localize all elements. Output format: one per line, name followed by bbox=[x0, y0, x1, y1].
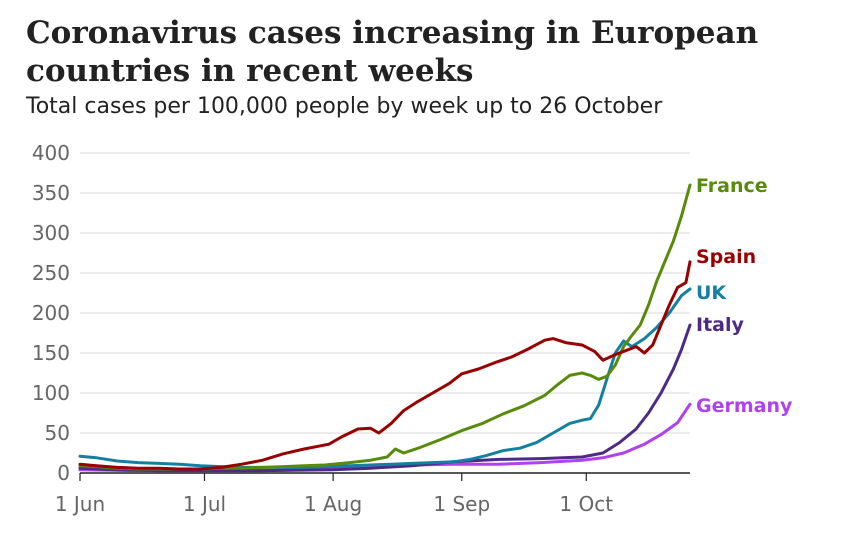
x-axis: 1 Jun 1 Jul 1 Aug 1 Sep 1 Oct bbox=[55, 472, 690, 516]
x-tick-label: 1 Jun bbox=[55, 492, 105, 516]
x-tick-label: 1 Aug bbox=[304, 492, 362, 516]
series-label-uk: UK bbox=[696, 282, 727, 304]
chart-subtitle: Total cases per 100,000 people by week u… bbox=[26, 94, 663, 119]
y-tick-label: 150 bbox=[32, 341, 70, 365]
y-tick-label: 350 bbox=[32, 181, 70, 205]
y-tick-label: 300 bbox=[32, 221, 70, 245]
series-label-spain: Spain bbox=[696, 246, 756, 268]
series-line-italy bbox=[78, 323, 692, 473]
y-tick-label: 400 bbox=[32, 141, 70, 165]
x-tick-label: 1 Sep bbox=[433, 492, 490, 516]
series-labels: France Spain UK Italy Germany bbox=[696, 175, 793, 417]
y-tick-label: 50 bbox=[45, 421, 70, 445]
y-tick-label: 0 bbox=[57, 461, 70, 485]
x-tick-label: 1 Oct bbox=[559, 492, 613, 516]
series-label-france: France bbox=[696, 175, 768, 197]
series-line-spain bbox=[78, 260, 692, 471]
y-tick-label: 250 bbox=[32, 261, 70, 285]
series-line-germany bbox=[78, 402, 692, 473]
y-tick-label: 200 bbox=[32, 301, 70, 325]
series-label-germany: Germany bbox=[696, 395, 793, 417]
y-tick-label: 100 bbox=[32, 381, 70, 405]
series-layer bbox=[78, 183, 692, 473]
grid-layer: 0 50 100 150 200 250 300 350 400 bbox=[32, 141, 690, 485]
chart-title: Coronavirus cases increasing in European… bbox=[26, 15, 759, 89]
series-line-uk bbox=[78, 287, 692, 469]
series-label-italy: Italy bbox=[696, 314, 744, 336]
x-tick-label: 1 Jul bbox=[183, 492, 226, 516]
